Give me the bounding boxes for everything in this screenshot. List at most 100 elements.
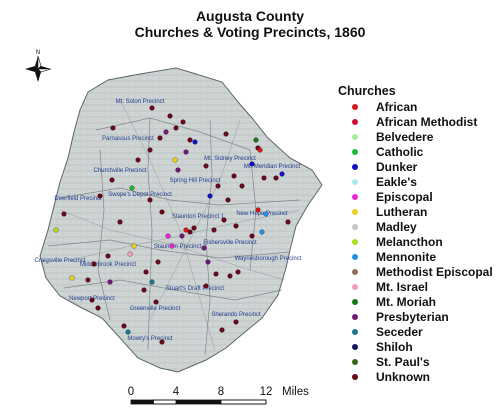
church-dot: [159, 209, 165, 215]
scale-tick-12: 12: [259, 386, 273, 398]
legend-swatch: [352, 344, 358, 350]
church-dot: [203, 163, 209, 169]
scale-tick-0: 0: [127, 386, 135, 398]
legend-label: Melancthon: [376, 235, 443, 249]
legend-label: African Methodist: [376, 115, 478, 129]
legend-label: Methodist Episcopal: [376, 265, 493, 279]
legend-swatch: [352, 314, 358, 320]
legend-swatch: [352, 179, 358, 185]
precinct-label: Deerfield Precinct: [54, 196, 102, 202]
legend-swatch: [352, 359, 358, 365]
church-dot: [249, 161, 255, 167]
church-dot: [183, 227, 189, 233]
scale-tick-8: 8: [217, 386, 225, 398]
legend-title: Churches: [338, 84, 396, 98]
church-dot: [261, 175, 267, 181]
church-dot: [61, 211, 67, 217]
legend-label: Eakle's: [376, 175, 417, 189]
church-dot: [255, 207, 261, 213]
legend-label: Lutheran: [376, 205, 428, 219]
church-dot: [187, 137, 193, 143]
church-dot: [233, 319, 239, 325]
church-dot: [127, 251, 133, 257]
precinct-label: Spring Hill Precinct: [170, 178, 221, 184]
church-dot: [175, 167, 181, 173]
map-title-line2: Churches & Voting Precincts, 1860: [134, 24, 366, 40]
church-dot: [110, 125, 116, 131]
church-dot: [97, 193, 103, 199]
legend-swatch: [352, 209, 358, 215]
church-dot: [239, 183, 245, 189]
legend-item: Unknown: [338, 370, 430, 385]
church-dot: [125, 329, 131, 335]
church-dot: [263, 211, 269, 217]
scale-tick-4: 4: [172, 386, 180, 398]
church-dot: [149, 105, 155, 111]
legend-item: Melancthon: [338, 235, 443, 250]
legend-label: Dunker: [376, 160, 418, 174]
legend: Churches African African Methodist Belvede…: [338, 84, 493, 385]
legend-item: Mt. Moriah: [338, 295, 436, 310]
church-dot: [91, 261, 97, 267]
church-dot: [187, 229, 193, 235]
church-dot: [180, 119, 186, 125]
precinct-label: Staunton Precinct 2: [154, 244, 207, 250]
legend-swatch: [352, 194, 358, 200]
precinct-label: Fishersville Precinct: [203, 240, 257, 246]
legend-swatch: [352, 239, 358, 245]
church-dot: [249, 233, 255, 239]
church-dot: [159, 339, 165, 345]
legend-swatch: [352, 149, 358, 155]
church-dot: [211, 227, 217, 233]
church-dot: [117, 219, 123, 225]
church-dot: [172, 157, 178, 163]
church-dot: [205, 259, 211, 265]
church-dot: [131, 243, 137, 249]
legend-label: Mt. Moriah: [376, 295, 436, 309]
legend-label: St. Paul's: [376, 355, 430, 369]
church-dot: [192, 139, 198, 145]
church-dot: [279, 171, 285, 177]
church-dot: [135, 157, 141, 163]
church-dot: [231, 173, 237, 179]
church-dot: [203, 283, 209, 289]
compass-rose-icon: N: [25, 50, 52, 82]
precinct-label: Stuart's Draft Precinct: [166, 286, 224, 292]
legend-item: Episcopal: [338, 190, 433, 205]
church-dot: [155, 259, 161, 265]
legend-item: Shiloh: [338, 340, 413, 355]
legend-swatch: [352, 269, 358, 275]
scale-unit: Miles: [282, 386, 309, 398]
church-dot: [163, 129, 169, 135]
precinct-label: Swope's Depot Precinct: [108, 192, 172, 198]
precinct-label: Parnassus Precinct: [102, 136, 154, 142]
legend-label: Seceder: [376, 325, 423, 339]
legend-item: African Methodist: [338, 115, 477, 130]
church-dot: [147, 147, 153, 153]
legend-swatch: [352, 299, 358, 305]
legend-swatch: [352, 254, 358, 260]
church-dot: [273, 175, 279, 181]
church-dot: [253, 137, 259, 143]
precinct-label: Mowry's Precinct: [127, 336, 172, 342]
legend-label: Catholic: [376, 145, 424, 159]
legend-item: African: [338, 100, 417, 115]
church-dot: [153, 299, 159, 305]
precinct-label: Sherando Precinct: [211, 312, 261, 318]
legend-item: Belvedere: [338, 130, 433, 145]
precinct-label: Mt. Meridian Precinct: [244, 164, 301, 170]
legend-swatch: [352, 104, 358, 110]
church-dot: [285, 219, 291, 225]
precinct-label: Mt. Solon Precinct: [116, 99, 165, 105]
legend-label: Belvedere: [376, 130, 434, 144]
church-dot: [225, 197, 231, 203]
church-dot: [219, 327, 225, 333]
church-dot: [191, 225, 197, 231]
legend-label: Presbyterian: [376, 310, 449, 324]
legend-item: Dunker: [338, 160, 417, 175]
legend-swatch: [352, 119, 358, 125]
scale-bar: [130, 399, 267, 405]
legend-swatch: [352, 374, 358, 380]
legend-item: Eakle's: [338, 175, 417, 190]
legend-item: Lutheran: [338, 205, 427, 220]
